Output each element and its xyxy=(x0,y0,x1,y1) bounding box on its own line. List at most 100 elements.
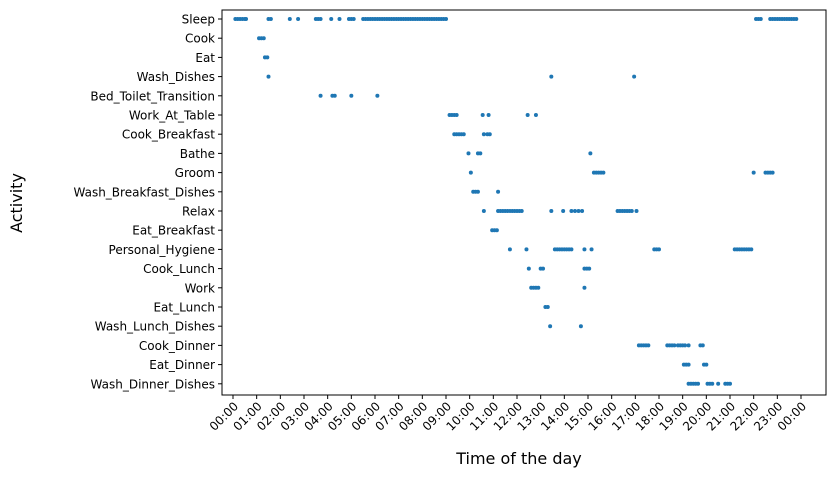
data-point-sleep xyxy=(758,17,763,21)
y-tick-label-personal-hygiene: Personal_Hygiene xyxy=(109,243,215,257)
data-point-groom xyxy=(468,170,473,175)
y-tick-label-work: Work xyxy=(185,281,215,295)
y-axis-ticks: Sleep Cook Eat Wash_Dishes Bed_Toilet_Transi… xyxy=(74,13,222,391)
data-point-cook-dinner xyxy=(672,343,677,348)
y-axis-label: Activity xyxy=(7,173,26,233)
x-axis-label: Time of the day xyxy=(455,449,582,468)
data-point-wash-dinner-dishes xyxy=(728,381,732,386)
data-point-work-at-table xyxy=(533,113,538,117)
data-point-bathe xyxy=(478,151,483,156)
data-point-personal-hygiene xyxy=(569,247,574,252)
data-point-wash-dinner-dishes xyxy=(710,381,715,386)
data-point-bathe xyxy=(588,151,593,156)
data-point-relax xyxy=(576,209,581,213)
y-tick-label-wash-dishes: Wash_Dishes xyxy=(137,70,215,84)
data-point-sleep xyxy=(244,17,249,21)
data-point-relax xyxy=(569,209,574,213)
data-point-wash-dishes xyxy=(632,74,637,79)
data-point-personal-hygiene xyxy=(507,247,512,252)
data-point-personal-hygiene xyxy=(524,247,529,252)
y-tick-label-eat-breakfast: Eat_Breakfast xyxy=(132,224,215,238)
y-tick-label-cook: Cook xyxy=(185,32,215,46)
y-tick-label-bed-toilet-transition: Bed_Toilet_Transition xyxy=(90,89,215,103)
y-tick-label-cook-dinner: Cook_Dinner xyxy=(139,339,215,353)
data-point-groom xyxy=(601,170,606,175)
data-point-cook-breakfast xyxy=(481,132,486,137)
data-point-eat-dinner xyxy=(704,362,709,367)
data-point-bed-toilet-transition xyxy=(318,93,323,98)
data-point-work-at-table xyxy=(480,113,485,117)
data-point-wash-lunch-dishes xyxy=(578,324,583,329)
data-point-wash-dinner-dishes xyxy=(696,381,701,386)
data-point-wash-dishes xyxy=(549,74,554,79)
data-point-sleep xyxy=(351,17,356,21)
data-point-relax xyxy=(572,209,577,213)
data-point-groom xyxy=(751,170,756,175)
data-point-bathe xyxy=(466,151,471,156)
data-point-sleep xyxy=(268,17,273,21)
data-point-groom xyxy=(770,170,775,175)
data-point-cook-breakfast xyxy=(487,132,492,137)
data-point-relax xyxy=(634,209,639,213)
data-point-work-at-table xyxy=(454,113,459,117)
data-point-cook-lunch xyxy=(526,266,531,271)
y-tick-label-groom: Groom xyxy=(175,166,215,180)
data-point-cook-dinner xyxy=(700,343,705,348)
y-tick-label-cook-breakfast: Cook_Breakfast xyxy=(122,128,215,142)
y-tick-label-eat-lunch: Eat_Lunch xyxy=(153,301,215,315)
data-point-work-at-table xyxy=(486,113,491,117)
data-point-relax xyxy=(549,209,554,213)
data-point-personal-hygiene xyxy=(657,247,661,252)
data-point-sleep xyxy=(337,17,342,21)
y-tick-label-cook-lunch: Cook_Lunch xyxy=(143,262,215,276)
data-point-sleep xyxy=(318,17,323,21)
plot-frame xyxy=(221,9,827,396)
x-axis-ticks: 00:0001:0002:0003:0004:0005:0006:0007:00… xyxy=(207,395,809,434)
y-tick-label-work-at-table: Work_At_Table xyxy=(129,109,215,123)
data-point-sleep xyxy=(287,17,292,21)
data-point-relax xyxy=(629,209,634,213)
data-point-sleep xyxy=(329,17,334,21)
data-point-wash-breakfast-dishes xyxy=(475,189,480,194)
data-point-wash-dishes xyxy=(266,74,271,79)
data-point-sleep xyxy=(296,17,301,21)
data-point-sleep xyxy=(444,17,448,21)
y-tick-label-wash-breakfast-dishes: Wash_Breakfast_Dishes xyxy=(74,185,216,199)
data-points-layer xyxy=(233,17,799,386)
data-point-work xyxy=(536,285,541,290)
data-point-eat-dinner xyxy=(686,362,691,367)
data-point-bed-toilet-transition xyxy=(332,93,337,98)
plot-area xyxy=(222,10,826,395)
y-tick-label-wash-dinner-dishes: Wash_Dinner_Dishes xyxy=(91,377,215,391)
data-point-cook-dinner xyxy=(686,343,691,348)
data-point-eat-breakfast xyxy=(494,228,499,233)
y-tick-label-bathe: Bathe xyxy=(180,147,215,161)
y-tick-label-eat: Eat xyxy=(195,51,215,65)
y-tick-label-wash-lunch-dishes: Wash_Lunch_Dishes xyxy=(95,320,215,334)
data-point-personal-hygiene xyxy=(749,247,754,252)
y-tick-label-sleep: Sleep xyxy=(182,13,215,27)
data-point-cook-breakfast xyxy=(461,132,466,137)
data-point-eat xyxy=(265,55,270,60)
data-point-cook-dinner xyxy=(683,343,688,348)
data-point-bed-toilet-transition xyxy=(349,93,354,98)
data-point-relax xyxy=(481,209,486,213)
data-point-work xyxy=(582,285,587,290)
data-point-wash-dinner-dishes xyxy=(716,381,721,386)
data-point-personal-hygiene xyxy=(582,247,587,252)
y-tick-label-eat-dinner: Eat_Dinner xyxy=(149,358,215,372)
data-point-cook-lunch xyxy=(541,266,546,271)
data-point-cook xyxy=(261,36,266,41)
data-point-personal-hygiene xyxy=(589,247,594,252)
y-tick-label-relax: Relax xyxy=(182,205,215,219)
data-point-relax xyxy=(580,209,585,213)
data-point-eat-lunch xyxy=(545,305,550,309)
data-point-work-at-table xyxy=(525,113,530,117)
data-point-sleep xyxy=(794,17,799,21)
data-point-bed-toilet-transition xyxy=(375,93,380,98)
data-point-cook-dinner xyxy=(646,343,651,348)
data-point-relax xyxy=(561,209,566,213)
data-point-wash-lunch-dishes xyxy=(548,324,553,329)
data-point-wash-breakfast-dishes xyxy=(496,189,501,194)
